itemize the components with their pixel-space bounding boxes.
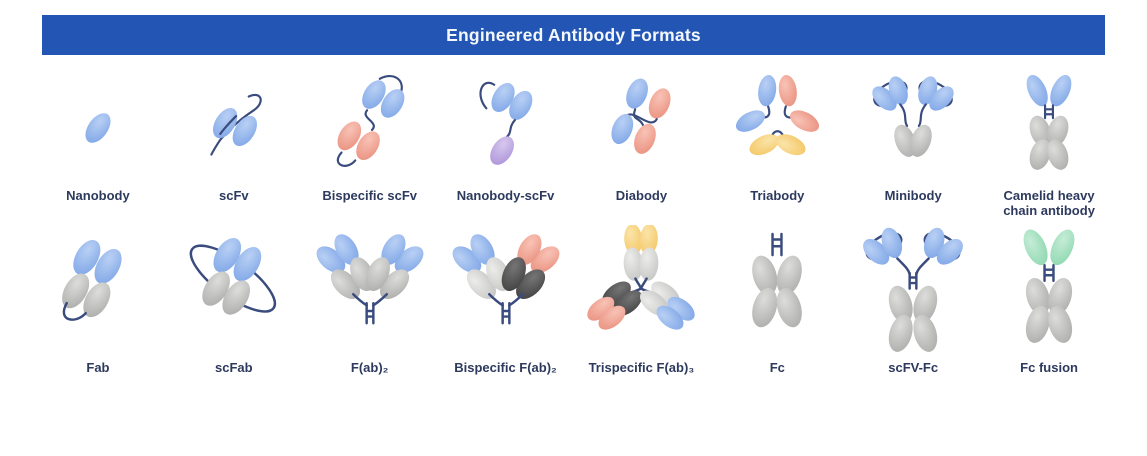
fc-fusion-label: Fc fusion <box>1020 360 1078 375</box>
format-cell-fab2: F(ab)₂ <box>302 225 438 391</box>
minibody-diagram <box>872 76 954 157</box>
bispecific-scfv-label: Bispecific scFv <box>322 188 418 203</box>
page-title: Engineered Antibody Formats <box>446 24 701 45</box>
bispecific-fab2-label: Bispecific F(ab)₂ <box>454 360 557 375</box>
trispecific-fab3-diagram <box>587 225 696 330</box>
format-cell-bispecific-scfv: Bispecific scFv <box>302 69 438 219</box>
minibody-label: Minibody <box>884 188 942 203</box>
header-bar: Engineered Antibody Formats <box>42 15 1105 55</box>
format-cell-nanobody: Nanobody <box>30 69 166 219</box>
format-cell-camelid-heavy-chain-antibody: Camelid heavy chain antibody <box>981 69 1117 219</box>
scfv-label: scFv <box>218 188 249 203</box>
fc-fusion-diagram <box>1023 229 1075 343</box>
scfv-fc-diagram <box>863 227 964 352</box>
format-cell-triabody: Triabody <box>709 69 845 219</box>
camelid-heavy-chain-antibody-label: Camelid heavy chain antibody <box>1003 188 1095 218</box>
nanobody-scfv-label: Nanobody-scFv <box>456 188 555 203</box>
fc-label: Fc <box>769 360 785 375</box>
bispecific-fab2-diagram <box>452 234 560 325</box>
format-cell-fab: Fab <box>30 225 166 391</box>
trispecific-fab3-label: Trispecific F(ab)₃ <box>588 360 695 375</box>
triabody-label: Triabody <box>750 188 805 203</box>
row-2: Fab scFab F(ab)₂ Bispecific F(ab)₂ Trispecif… <box>0 225 1147 391</box>
fc-diagram <box>752 232 803 328</box>
scfv-diagram <box>210 94 262 156</box>
nanobody-scfv-diagram <box>479 81 532 165</box>
scfab-diagram <box>189 237 276 315</box>
fab2-label: F(ab)₂ <box>350 360 389 375</box>
bispecific-scfv-diagram <box>336 74 405 167</box>
format-cell-fc-fusion: Fc fusion <box>981 225 1117 391</box>
nanobody-label: Nanobody <box>66 188 130 203</box>
format-cell-fc: Fc <box>709 225 845 391</box>
row-1: Nanobody scFv Bispecific scFv Nanobody-scFv… <box>0 69 1147 219</box>
format-cell-nanobody-scfv: Nanobody-scFv <box>438 69 574 219</box>
diabody-label: Diabody <box>615 188 668 203</box>
triabody-diagram <box>736 75 820 156</box>
format-cell-trispecific-fab3: Trispecific F(ab)₃ <box>574 225 710 391</box>
camelid-heavy-chain-antibody-diagram <box>1026 74 1072 170</box>
nanobody-diagram <box>85 113 111 143</box>
fab-diagram <box>62 240 122 321</box>
fab-label: Fab <box>86 360 110 375</box>
format-cell-diabody: Diabody <box>574 69 710 219</box>
format-cell-scfab: scFab <box>166 225 302 391</box>
scfv-fc-label: scFV-Fc <box>888 360 939 375</box>
format-cell-scfv-fc: scFV-Fc <box>845 225 981 391</box>
scfab-label: scFab <box>215 360 253 375</box>
format-cell-bispecific-fab2: Bispecific F(ab)₂ <box>438 225 574 391</box>
format-cell-minibody: Minibody <box>845 69 981 219</box>
diabody-diagram <box>611 78 671 154</box>
format-cell-scfv: scFv <box>166 69 302 219</box>
fab2-diagram <box>316 234 424 325</box>
